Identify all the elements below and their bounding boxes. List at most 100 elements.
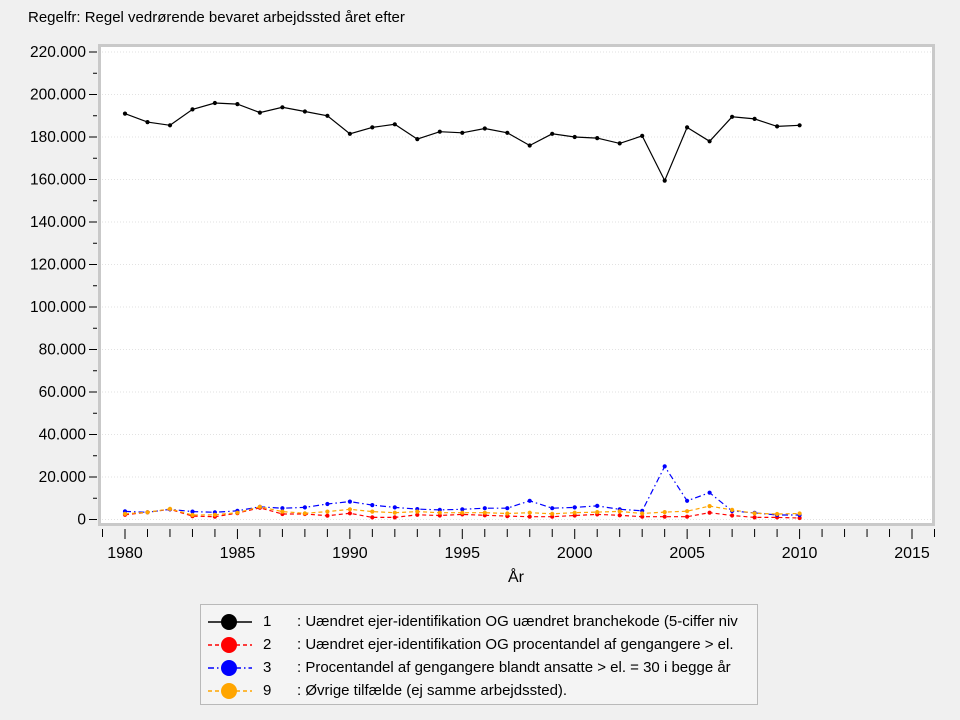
data-point-2-2010 bbox=[797, 515, 802, 521]
data-point-9-1990 bbox=[347, 507, 352, 512]
svg-text:1990: 1990 bbox=[332, 545, 368, 562]
data-point-9-1986 bbox=[257, 504, 262, 509]
data-point-3-2001 bbox=[595, 503, 600, 508]
data-point-1-2010 bbox=[797, 123, 802, 128]
svg-text:2015: 2015 bbox=[894, 545, 930, 562]
data-point-3-1999 bbox=[550, 506, 555, 511]
data-point-1-2005 bbox=[685, 125, 690, 130]
svg-text:80.000: 80.000 bbox=[39, 342, 87, 359]
legend-marker-icon bbox=[208, 636, 252, 653]
line-chart-plot: 0 20.000 40.000 60.000 80.000 100.000 120.000 1… bbox=[30, 44, 935, 562]
data-point-1-1983 bbox=[190, 107, 195, 112]
data-point-2-2004 bbox=[662, 514, 667, 519]
svg-text:0: 0 bbox=[77, 512, 86, 529]
svg-text:2005: 2005 bbox=[669, 545, 705, 562]
data-point-9-1999 bbox=[550, 511, 555, 516]
y-axis-labels: 0 20.000 40.000 60.000 80.000 100.000 120.000 1… bbox=[30, 44, 86, 529]
data-point-2-1989 bbox=[325, 513, 330, 518]
data-point-9-1998 bbox=[527, 510, 532, 515]
x-axis-labels: 1980 1985 1990 1995 2000 2005 2010 2015 bbox=[107, 545, 930, 562]
data-point-2-2002 bbox=[617, 513, 622, 518]
legend-series-label: : Uændret ejer-identifikation OG procent… bbox=[297, 636, 734, 653]
data-point-9-1980 bbox=[122, 511, 128, 516]
legend-item-9: 9: Øvrige tilfælde (ej samme arbejdssted… bbox=[207, 679, 751, 702]
data-point-3-2000 bbox=[572, 505, 577, 510]
legend-item-2: 2: Uændret ejer-identifikation OG procen… bbox=[207, 633, 751, 656]
data-point-9-1989 bbox=[325, 509, 330, 514]
svg-text:1980: 1980 bbox=[107, 545, 143, 562]
data-point-2-1993 bbox=[415, 512, 420, 517]
data-point-2-1999 bbox=[550, 514, 555, 519]
data-point-1-1986 bbox=[257, 110, 262, 115]
series-9 bbox=[122, 504, 802, 518]
data-point-1-2003 bbox=[640, 133, 645, 138]
svg-text:140.000: 140.000 bbox=[30, 214, 86, 231]
data-point-2-1990 bbox=[347, 511, 352, 516]
data-point-9-1994 bbox=[437, 510, 442, 515]
data-point-1-1987 bbox=[280, 105, 285, 110]
data-point-2-2007 bbox=[730, 513, 735, 518]
plot-area bbox=[98, 44, 935, 526]
data-point-1-2004 bbox=[662, 178, 667, 183]
data-point-9-1985 bbox=[235, 510, 240, 515]
legend-marker-icon bbox=[208, 659, 252, 676]
svg-text:20.000: 20.000 bbox=[39, 469, 87, 486]
svg-text:60.000: 60.000 bbox=[39, 384, 87, 401]
data-point-1-1992 bbox=[392, 122, 397, 127]
svg-text:100.000: 100.000 bbox=[30, 299, 86, 316]
svg-text:220.000: 220.000 bbox=[30, 44, 86, 61]
data-point-1-1998 bbox=[527, 143, 532, 148]
chart-legend: 1 : Uændret ejer-identifikation OG uændre… bbox=[200, 604, 758, 705]
y-axis-ticks bbox=[89, 51, 97, 520]
data-point-9-2001 bbox=[595, 509, 600, 515]
svg-text:120.000: 120.000 bbox=[30, 257, 86, 274]
data-point-9-2006 bbox=[707, 504, 712, 509]
legend-item-1: 1 : Uændret ejer-identifikation OG uændre… bbox=[207, 610, 751, 633]
data-point-1-1991 bbox=[370, 125, 375, 130]
data-point-2-2005 bbox=[685, 514, 690, 519]
data-point-3-2005 bbox=[685, 498, 690, 503]
data-point-3-2006 bbox=[707, 490, 712, 495]
data-point-1-1997 bbox=[505, 130, 510, 135]
data-point-9-1997 bbox=[505, 511, 510, 516]
svg-text:40.000: 40.000 bbox=[39, 427, 87, 444]
data-point-1-1990 bbox=[347, 131, 352, 136]
chart-title: Regelfr: Regel vedrørende bevaret arbejd… bbox=[28, 9, 405, 26]
data-point-1-1982 bbox=[167, 123, 173, 128]
data-point-3-1998 bbox=[527, 498, 532, 503]
data-point-1-2009 bbox=[775, 124, 780, 129]
data-point-9-1984 bbox=[212, 512, 217, 517]
data-point-1-1985 bbox=[235, 102, 240, 107]
data-point-9-1987 bbox=[280, 509, 285, 514]
y-gridlines bbox=[102, 51, 932, 520]
data-point-9-1993 bbox=[415, 509, 420, 514]
data-point-1-2008 bbox=[752, 116, 757, 121]
data-point-9-1995 bbox=[460, 510, 465, 515]
svg-text:200.000: 200.000 bbox=[30, 87, 86, 104]
svg-text:2000: 2000 bbox=[557, 545, 593, 562]
legend-series-number: 1 bbox=[263, 613, 272, 630]
data-point-1-2000 bbox=[572, 134, 577, 140]
data-point-1-1989 bbox=[325, 113, 330, 118]
data-point-9-2000 bbox=[572, 510, 577, 515]
data-point-1-1999 bbox=[550, 131, 555, 136]
legend-series-label: : Øvrige tilfælde (ej samme arbejdssted)… bbox=[297, 682, 568, 699]
data-point-9-1991 bbox=[370, 509, 375, 514]
legend-marker-icon bbox=[208, 613, 252, 630]
data-point-9-2007 bbox=[730, 507, 735, 512]
data-point-1-2001 bbox=[595, 136, 600, 141]
data-point-2-1991 bbox=[370, 515, 375, 520]
data-point-1-1993 bbox=[415, 137, 420, 142]
data-point-3-1991 bbox=[370, 503, 375, 508]
svg-text:160.000: 160.000 bbox=[30, 172, 86, 189]
legend-marker-icon bbox=[208, 682, 252, 699]
legend-item-3: 3: Procentandel af gengangere blandt ans… bbox=[207, 656, 751, 679]
data-point-9-1996 bbox=[482, 510, 487, 515]
data-point-9-2002 bbox=[617, 509, 622, 514]
data-point-2-1992 bbox=[392, 515, 397, 520]
data-point-2-1998 bbox=[527, 514, 532, 519]
data-point-3-1987 bbox=[280, 506, 285, 511]
data-point-1-1980 bbox=[122, 111, 128, 116]
data-point-2-2003 bbox=[640, 514, 645, 519]
legend-series-label: : Uændret ejer-identifikation OG uændret… bbox=[297, 613, 738, 630]
